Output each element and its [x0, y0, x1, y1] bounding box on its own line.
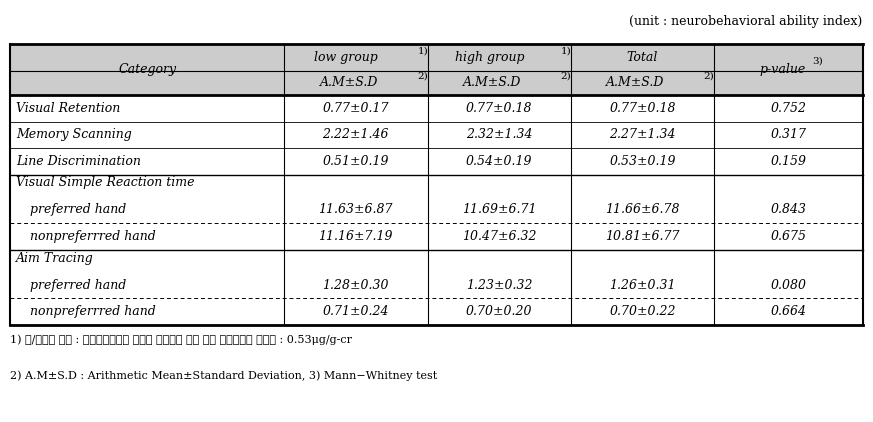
Text: preferred hand: preferred hand [30, 203, 126, 216]
Text: 1.28±0.30: 1.28±0.30 [322, 279, 389, 292]
Text: Category: Category [118, 63, 176, 76]
Bar [10, 44, 863, 95]
Text: 2): 2) [417, 72, 428, 81]
Text: Aim Tracing: Aim Tracing [16, 252, 93, 265]
Text: 2.32±1.34: 2.32±1.34 [466, 128, 533, 141]
Text: 11.63±6.87: 11.63±6.87 [319, 203, 393, 216]
Text: 2) A.M±S.D : Arithmetic Mean±Standard Deviation, 3) Mann−Whitney test: 2) A.M±S.D : Arithmetic Mean±Standard De… [10, 370, 437, 381]
Text: 0.752: 0.752 [770, 102, 807, 115]
Text: Visual Simple Reaction time: Visual Simple Reaction time [16, 176, 194, 189]
Text: 0.664: 0.664 [770, 305, 807, 318]
Text: 0.080: 0.080 [770, 279, 807, 292]
Text: 0.77±0.17: 0.77±0.17 [322, 102, 389, 115]
Text: low group: low group [314, 51, 378, 64]
Text: 0.77±0.18: 0.77±0.18 [609, 102, 676, 115]
Text: 1.26±0.31: 1.26±0.31 [609, 279, 676, 292]
Text: Line Discrimination: Line Discrimination [16, 155, 141, 168]
Text: A.M±S.D: A.M±S.D [320, 76, 378, 89]
Text: 0.51±0.19: 0.51±0.19 [322, 155, 389, 168]
Text: 11.66±6.78: 11.66±6.78 [605, 203, 680, 216]
Text: 11.69±6.71: 11.69±6.71 [462, 203, 537, 216]
Text: 0.70±0.22: 0.70±0.22 [609, 305, 676, 318]
Text: A.M±S.D: A.M±S.D [464, 76, 521, 89]
Text: nonpreferrred hand: nonpreferrred hand [30, 230, 155, 243]
Text: Visual Retention: Visual Retention [16, 102, 120, 115]
Text: A.M±S.D: A.M±S.D [607, 76, 664, 89]
Text: 0.70±0.20: 0.70±0.20 [466, 305, 533, 318]
Text: 0.54±0.19: 0.54±0.19 [466, 155, 533, 168]
Text: 0.843: 0.843 [770, 203, 807, 216]
Text: nonpreferrred hand: nonpreferrred hand [30, 305, 155, 318]
Text: 0.53±0.19: 0.53±0.19 [609, 155, 676, 168]
Text: 2): 2) [560, 72, 571, 81]
Text: 1.23±0.32: 1.23±0.32 [466, 279, 533, 292]
Text: 0.675: 0.675 [770, 230, 807, 243]
Text: 10.47±6.32: 10.47±6.32 [462, 230, 537, 243]
Text: 2.27±1.34: 2.27±1.34 [609, 128, 676, 141]
Text: 2): 2) [704, 72, 714, 81]
Text: 11.16±7.19: 11.16±7.19 [319, 230, 393, 243]
Text: preferred hand: preferred hand [30, 279, 126, 292]
Text: 3): 3) [812, 57, 822, 66]
Text: 10.81±6.77: 10.81±6.77 [605, 230, 680, 243]
Text: 0.159: 0.159 [770, 155, 807, 168]
Text: 2.22±1.46: 2.22±1.46 [322, 128, 389, 141]
Text: 1): 1) [560, 46, 571, 55]
Text: 0.77±0.18: 0.77±0.18 [466, 102, 533, 115]
Text: p-value: p-value [760, 63, 806, 76]
Text: Memory Scanning: Memory Scanning [16, 128, 132, 141]
Text: 0.317: 0.317 [770, 128, 807, 141]
Text: high group: high group [455, 51, 525, 64]
Text: (unit : neurobehavioral ability index): (unit : neurobehavioral ability index) [629, 15, 863, 28]
Text: 0.71±0.24: 0.71±0.24 [322, 305, 389, 318]
Text: 1) 상/하위군 분류 : 체위반응검사에 참여한 초등학생 요중 수은 측정농도의 중위수 : 0.53μg/g-cr: 1) 상/하위군 분류 : 체위반응검사에 참여한 초등학생 요중 수은 측정농… [10, 334, 353, 345]
Text: 1): 1) [417, 46, 428, 55]
Text: Total: Total [627, 51, 658, 64]
